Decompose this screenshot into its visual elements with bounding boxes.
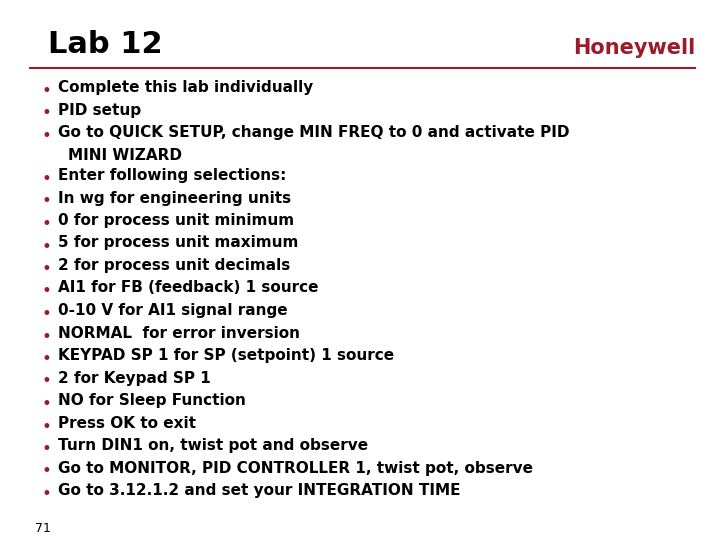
Text: 71: 71 (35, 522, 51, 535)
Text: 2 for Keypad SP 1: 2 for Keypad SP 1 (58, 370, 211, 386)
Text: Go to MONITOR, PID CONTROLLER 1, twist pot, observe: Go to MONITOR, PID CONTROLLER 1, twist p… (58, 461, 533, 476)
Text: 0 for process unit minimum: 0 for process unit minimum (58, 213, 294, 228)
Text: Complete this lab individually: Complete this lab individually (58, 80, 313, 95)
Text: Press OK to exit: Press OK to exit (58, 415, 196, 430)
Text: AI1 for FB (feedback) 1 source: AI1 for FB (feedback) 1 source (58, 280, 318, 295)
Text: •: • (42, 170, 52, 188)
Text: •: • (42, 373, 52, 390)
Text: 5 for process unit maximum: 5 for process unit maximum (58, 235, 298, 251)
Text: KEYPAD SP 1 for SP (setpoint) 1 source: KEYPAD SP 1 for SP (setpoint) 1 source (58, 348, 394, 363)
Text: 0-10 V for AI1 signal range: 0-10 V for AI1 signal range (58, 303, 287, 318)
Text: •: • (42, 260, 52, 278)
Text: •: • (42, 462, 52, 481)
Text: •: • (42, 82, 52, 100)
Text: PID setup: PID setup (58, 103, 141, 118)
Text: •: • (42, 192, 52, 211)
Text: •: • (42, 327, 52, 346)
Text: •: • (42, 127, 52, 145)
Text: Go to QUICK SETUP, change MIN FREQ to 0 and activate PID: Go to QUICK SETUP, change MIN FREQ to 0 … (58, 125, 570, 140)
Text: •: • (42, 215, 52, 233)
Text: •: • (42, 485, 52, 503)
Text: •: • (42, 395, 52, 413)
Text: •: • (42, 238, 52, 255)
Text: •: • (42, 305, 52, 323)
Text: MINI WIZARD: MINI WIZARD (68, 147, 182, 163)
Text: NO for Sleep Function: NO for Sleep Function (58, 393, 246, 408)
Text: Lab 12: Lab 12 (48, 30, 163, 59)
Text: •: • (42, 105, 52, 123)
Text: •: • (42, 282, 52, 300)
Text: Go to 3.12.1.2 and set your INTEGRATION TIME: Go to 3.12.1.2 and set your INTEGRATION … (58, 483, 461, 498)
Text: •: • (42, 440, 52, 458)
Text: •: • (42, 350, 52, 368)
Text: Turn DIN1 on, twist pot and observe: Turn DIN1 on, twist pot and observe (58, 438, 368, 453)
Text: Enter following selections:: Enter following selections: (58, 168, 287, 183)
Text: •: • (42, 417, 52, 435)
Text: In wg for engineering units: In wg for engineering units (58, 191, 291, 206)
Text: NORMAL  for error inversion: NORMAL for error inversion (58, 326, 300, 341)
Text: Honeywell: Honeywell (572, 38, 695, 58)
Text: 2 for process unit decimals: 2 for process unit decimals (58, 258, 290, 273)
